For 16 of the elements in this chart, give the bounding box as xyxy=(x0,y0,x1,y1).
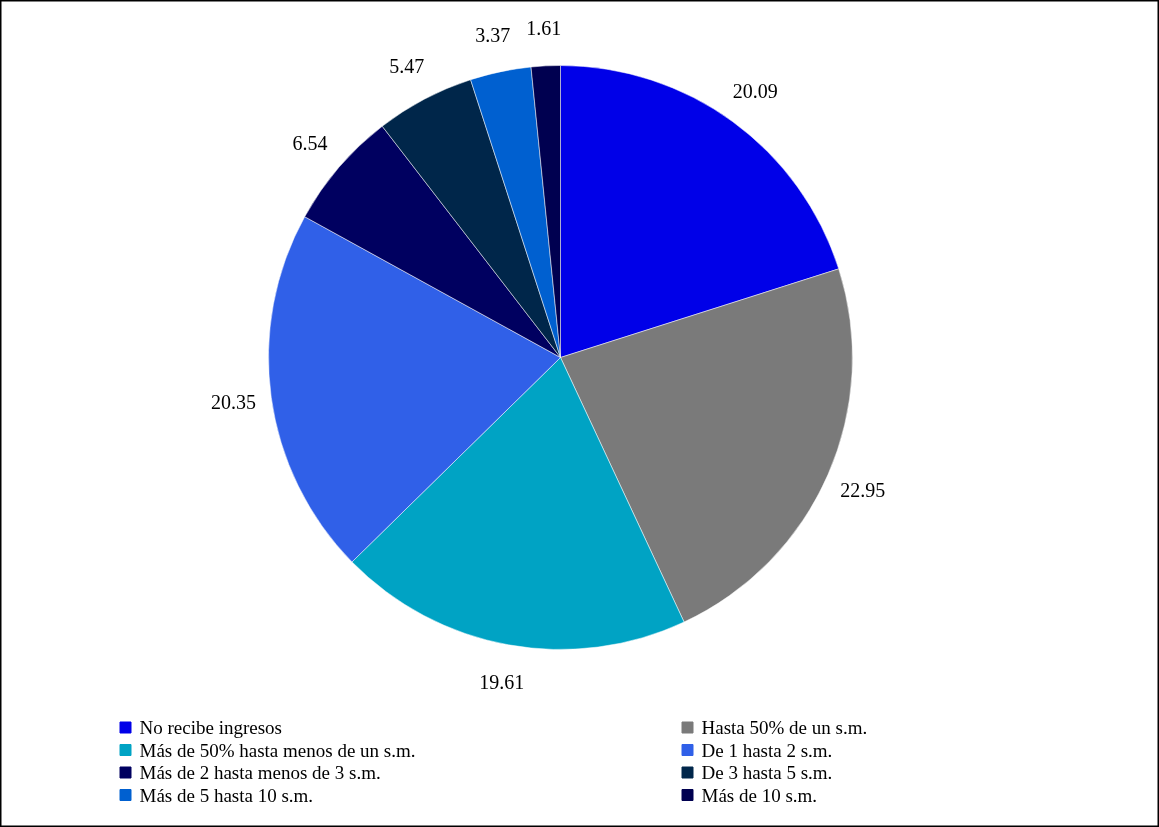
legend-label: De 1 hasta 2 s.m. xyxy=(701,739,833,761)
data-label: 20.09 xyxy=(732,80,778,103)
legend-label: Más de 50% hasta menos de un s.m. xyxy=(139,739,416,761)
data-label: 3.37 xyxy=(475,23,511,46)
data-label: 19.61 xyxy=(479,671,525,694)
data-label: 5.47 xyxy=(389,54,425,77)
data-label: 1.61 xyxy=(526,16,562,39)
data-label: 20.35 xyxy=(211,391,257,414)
legend-label: No recibe ingresos xyxy=(139,717,282,738)
legend-label: De 3 hasta 5 s.m. xyxy=(701,762,833,783)
data-label: 22.95 xyxy=(840,478,886,501)
legend-label: Hasta 50% de un s.m. xyxy=(701,717,868,738)
legend-label: Más de 2 hasta menos de 3 s.m. xyxy=(139,762,381,783)
legend-label: Más de 10 s.m. xyxy=(701,784,818,806)
data-label: 6.54 xyxy=(292,131,328,154)
legend-label: Más de 5 hasta 10 s.m. xyxy=(139,784,314,806)
